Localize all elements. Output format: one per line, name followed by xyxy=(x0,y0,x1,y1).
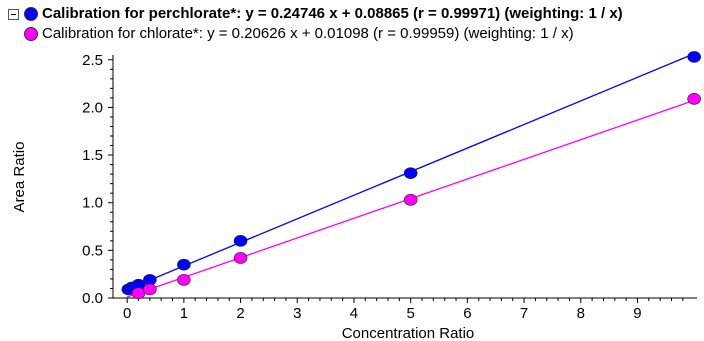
data-point-1 xyxy=(233,252,248,264)
x-tick-label: 5 xyxy=(406,305,414,322)
y-tick-label: 2.0 xyxy=(82,99,103,116)
x-tick-label: 1 xyxy=(180,305,188,322)
x-tick-label: 3 xyxy=(293,305,301,322)
legend-marker-chlorate xyxy=(24,27,38,41)
axes: 0 1 2 3 4 5 6 7 8 9 0.0 0.5 1.0 1.5 2.0 2.5 xyxy=(82,52,697,322)
y-tick-label: 0.5 xyxy=(82,242,103,259)
y-tick-label: 0.0 xyxy=(82,290,103,307)
y-tick-label: 2.5 xyxy=(82,52,103,69)
data-point-1 xyxy=(177,274,191,286)
data-point-1 xyxy=(687,93,701,105)
legend-label-perchlorate: Calibration for perchlorate*: y = 0.2474… xyxy=(42,5,623,22)
x-tick-label: 6 xyxy=(463,305,471,322)
x-tick-label: 2 xyxy=(236,305,244,322)
legend-marker-perchlorate xyxy=(24,7,38,21)
minus-box-icon[interactable] xyxy=(8,8,19,20)
y-axis-title: Area Ratio xyxy=(11,142,28,213)
legend-item-perchlorate[interactable]: Calibration for perchlorate*: y = 0.2474… xyxy=(8,4,623,24)
y-tick-label: 1.5 xyxy=(82,147,103,164)
x-tick-label: 7 xyxy=(520,305,528,322)
data-point-1 xyxy=(403,194,418,206)
data-point-1 xyxy=(143,283,157,296)
x-tick-label: 4 xyxy=(350,305,358,322)
legend-label-chlorate: Calibration for chlorate*: y = 0.20626 x… xyxy=(42,25,574,42)
data-point-0 xyxy=(403,167,418,179)
data-point-0 xyxy=(177,258,191,271)
legend: Calibration for perchlorate*: y = 0.2474… xyxy=(8,4,623,44)
x-axis-title: Concentration Ratio xyxy=(342,325,475,341)
x-tick-label: 0 xyxy=(123,305,131,322)
legend-item-chlorate[interactable]: Calibration for chlorate*: y = 0.20626 x… xyxy=(8,24,623,44)
x-tick-label: 8 xyxy=(577,305,585,322)
y-tick-label: 1.0 xyxy=(82,195,103,212)
x-tick-label: 9 xyxy=(633,305,641,322)
data-point-0 xyxy=(233,235,248,247)
data-points xyxy=(121,51,701,300)
data-point-0 xyxy=(687,51,701,63)
